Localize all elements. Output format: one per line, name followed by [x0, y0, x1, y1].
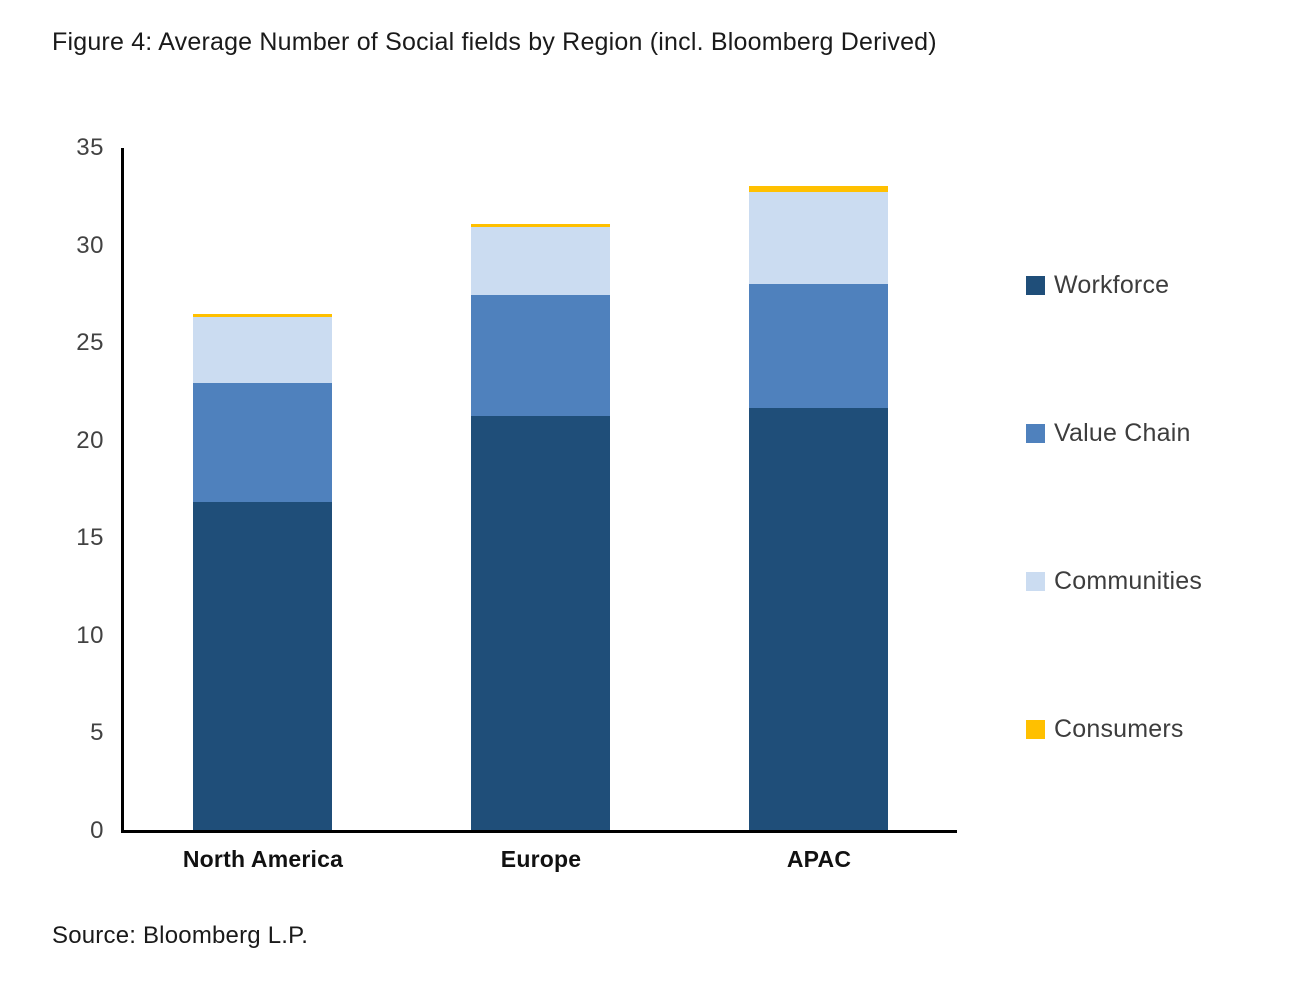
bar-segment-communities-apac [749, 192, 888, 284]
bar-segment-consumers-north-america [193, 314, 332, 317]
y-tick-label-20: 20 [76, 427, 104, 454]
bar-segment-consumers-europe [471, 224, 610, 227]
y-axis-line [121, 148, 124, 833]
bar-segment-workforce-apac [749, 408, 888, 830]
bar-segment-workforce-europe [471, 416, 610, 830]
y-tick-label-0: 0 [90, 817, 104, 844]
y-tick-label-25: 25 [76, 329, 104, 356]
figure-title: Figure 4: Average Number of Social field… [52, 28, 937, 56]
bar-segment-communities-europe [471, 227, 610, 295]
y-tick-label-10: 10 [76, 622, 104, 649]
bar-segment-value-chain-apac [749, 284, 888, 408]
bar-segment-value-chain-north-america [193, 383, 332, 502]
x-axis-label-europe: Europe [500, 846, 582, 872]
source-note: Source: Bloomberg L.P. [52, 922, 309, 949]
bar-segment-consumers-apac [749, 186, 888, 192]
legend-swatch-value-chain-icon [1026, 423, 1045, 443]
y-tick-label-35: 35 [76, 134, 104, 161]
y-tick-label-5: 5 [90, 719, 104, 746]
bar-segment-value-chain-europe [471, 295, 610, 416]
legend-label-consumers: Consumers [1054, 714, 1184, 743]
legend-label-communities: Communities [1054, 566, 1203, 595]
x-axis-label-north-america: North America [182, 846, 344, 872]
legend-swatch-workforce-icon [1026, 275, 1045, 295]
y-tick-label-15: 15 [76, 524, 104, 551]
legend-swatch-communities-icon [1026, 571, 1045, 591]
legend-item-consumers: Consumers [1026, 714, 1184, 743]
bar-segment-communities-north-america [193, 317, 332, 383]
legend-swatch-consumers-icon [1026, 719, 1045, 739]
y-tick-label-30: 30 [76, 232, 104, 259]
legend-label-workforce: Workforce [1054, 270, 1170, 299]
x-axis-label-apac: APAC [786, 846, 852, 872]
bar-segment-workforce-north-america [193, 502, 332, 830]
legend-item-communities: Communities [1026, 566, 1203, 595]
legend-item-workforce: Workforce [1026, 270, 1170, 299]
legend-item-value-chain: Value Chain [1026, 418, 1191, 447]
legend-label-value-chain: Value Chain [1054, 418, 1191, 447]
x-axis-line [121, 830, 957, 833]
